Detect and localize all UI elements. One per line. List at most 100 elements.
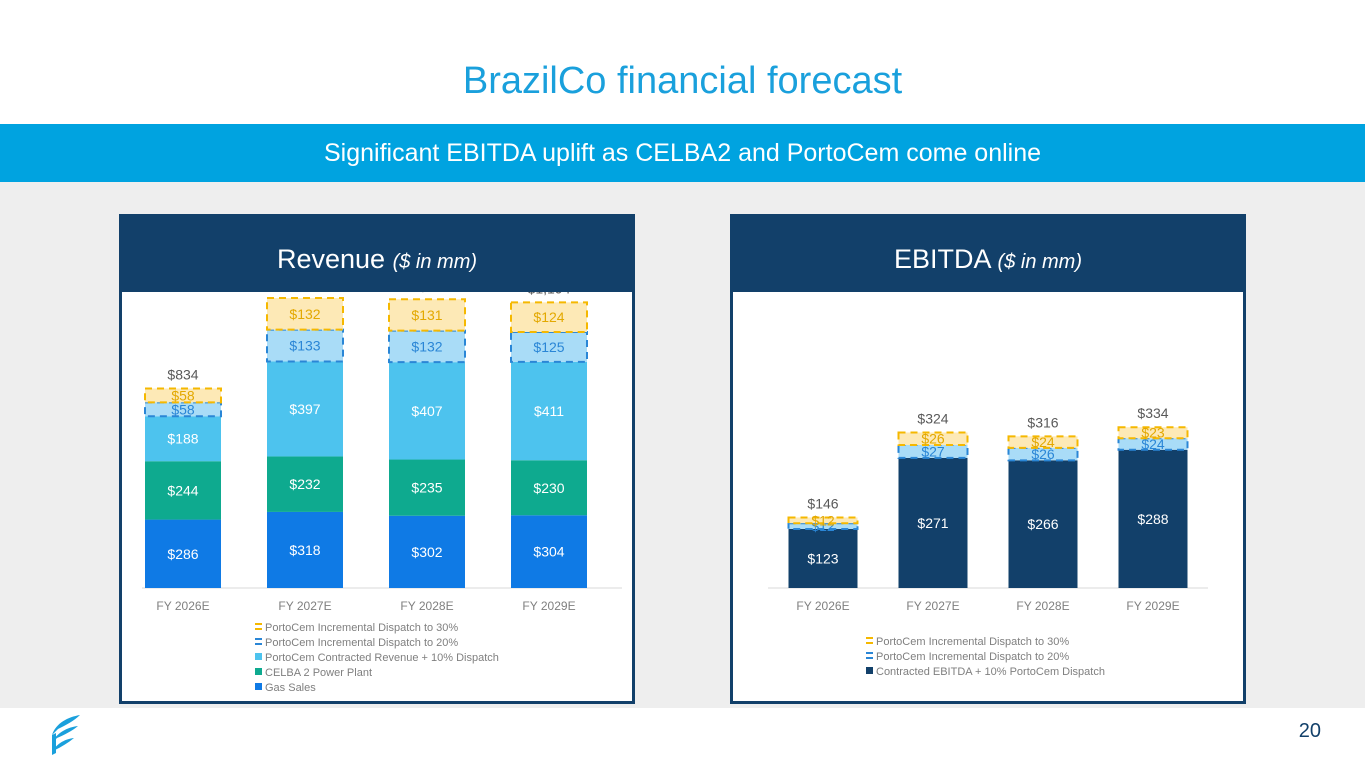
total-label-fy-2028e: $1,208 [406,292,449,293]
total-label-fy-2028e: $316 [1027,414,1058,430]
ebitda-unit: ($ in mm) [997,251,1082,273]
data-label-contracted-ebitda-10-portocem-dispatch-fy-2028e: $266 [1027,516,1058,532]
page-number: 20 [1298,720,1321,742]
data-label-portocem-incremental-dispatch-to-20-fy-2027e: $27 [921,443,945,459]
revenue-panel: Revenue ($ in mm) $286 $244 $188 $58 $58 $834… [119,214,635,704]
data-label-celba-2-power-plant-fy-2026e: $244 [167,482,198,498]
data-label-gas-sales-fy-2027e: $318 [289,542,320,558]
bar-gas-sales-fy-2026e [145,519,221,588]
bar-portocem-contracted-revenue-10-dispatch-fy-2028e [389,362,465,460]
legend-swatch-portocem-incremental-dispatch-to-20 [255,638,262,640]
x-tick-label-fy-2026e: FY 2026E [156,599,209,613]
bar-portocem-incremental-dispatch-to-20-fy-2028e [388,329,466,364]
legend-swatch-contracted-ebitda-10-portocem-dispatch [866,667,873,674]
legend-label-portocem-incremental-dispatch-to-20: PortoCem Incremental Dispatch to 20% [265,637,458,649]
revenue-panel-header: Revenue ($ in mm) [122,217,632,292]
total-label-fy-2029e: $1,194 [528,292,571,296]
bar-contracted-ebitda-10-portocem-dispatch-fy-2028e [1008,460,1078,588]
bar-portocem-incremental-dispatch-to-30-fy-2027e [897,431,969,446]
bar-portocem-incremental-dispatch-to-30-fy-2029e [510,301,588,334]
legend-swatch-portocem-incremental-dispatch-to-20-b [255,643,262,645]
legend-swatch-portocem-incremental-dispatch-to-30-b [255,628,262,630]
data-label-celba-2-power-plant-fy-2027e: $232 [289,476,320,492]
bar-gas-sales-fy-2028e [389,515,465,588]
x-tick-label-fy-2029e: FY 2029E [1126,599,1179,613]
x-tick-label-fy-2028e: FY 2028E [1016,599,1069,613]
ebitda-panel-header: EBITDA ($ in mm) [733,217,1243,292]
legend-swatch-portocem-contracted-revenue-10-dispatch [255,653,262,660]
x-tick-label-fy-2028e: FY 2028E [400,599,453,613]
bar-contracted-ebitda-10-portocem-dispatch-fy-2026e [788,528,858,588]
legend-label-portocem-incremental-dispatch-to-30: PortoCem Incremental Dispatch to 30% [265,622,458,634]
data-label-portocem-contracted-revenue-10-dispatch-fy-2028e: $407 [411,403,442,419]
data-label-portocem-incremental-dispatch-to-20-fy-2027e: $133 [289,338,320,354]
data-label-portocem-incremental-dispatch-to-20-fy-2028e: $132 [411,338,442,354]
legend-swatch-celba-2-power-plant [255,668,262,675]
data-label-portocem-contracted-revenue-10-dispatch-fy-2029e: $411 [534,403,564,419]
total-label-fy-2026e: $146 [807,495,838,511]
subtitle-banner: Significant EBITDA uplift as CELBA2 and … [0,124,1365,182]
bar-celba-2-power-plant-fy-2026e [145,461,221,520]
data-label-contracted-ebitda-10-portocem-dispatch-fy-2029e: $288 [1137,511,1168,527]
page-title: BrazilCo financial forecast [462,60,903,102]
data-label-portocem-incremental-dispatch-to-20-fy-2029e: $125 [533,339,564,355]
legend-swatch-portocem-incremental-dispatch-to-30 [866,637,873,639]
bar-contracted-ebitda-10-portocem-dispatch-fy-2027e [898,457,968,588]
revenue-unit: ($ in mm) [392,251,478,273]
company-logo-icon [52,715,80,755]
legend-swatch-portocem-incremental-dispatch-to-20 [866,652,873,654]
x-tick-label-fy-2027e: FY 2027E [278,599,331,613]
bar-portocem-incremental-dispatch-to-20-fy-2027e [266,328,344,363]
bar-portocem-incremental-dispatch-to-20-fy-2026e [787,522,859,530]
data-label-portocem-incremental-dispatch-to-30-fy-2027e: $26 [921,431,945,447]
ebitda-title: EBITDA [894,244,991,274]
data-label-portocem-contracted-revenue-10-dispatch-fy-2027e: $397 [289,401,320,417]
legend-label-portocem-contracted-revenue-10-dispatch: PortoCem Contracted Revenue + 10% Dispat… [265,652,499,664]
bar-gas-sales-fy-2029e [511,515,587,588]
legend-label-gas-sales: Gas Sales [265,682,316,694]
bar-portocem-incremental-dispatch-to-30-fy-2029e [1117,426,1189,440]
bar-celba-2-power-plant-fy-2028e [389,459,465,516]
data-label-contracted-ebitda-10-portocem-dispatch-fy-2026e: $123 [807,550,838,566]
data-label-portocem-incremental-dispatch-to-20-fy-2029e: $24 [1141,436,1165,452]
data-label-portocem-incremental-dispatch-to-30-fy-2028e: $131 [411,307,442,323]
bar-celba-2-power-plant-fy-2029e [511,460,587,516]
bar-portocem-contracted-revenue-10-dispatch-fy-2029e [511,361,587,461]
data-label-portocem-incremental-dispatch-to-30-fy-2028e: $24 [1031,434,1055,450]
legend-label-celba-2-power-plant: CELBA 2 Power Plant [265,667,372,679]
bar-portocem-contracted-revenue-10-dispatch-fy-2027e [267,361,343,457]
data-label-portocem-incremental-dispatch-to-30-fy-2029e: $23 [1141,425,1165,441]
legend-swatch-portocem-incremental-dispatch-to-30 [255,623,262,625]
ebitda-panel: EBITDA ($ in mm) $123 $12 $12 $146 FY 2026E $… [730,214,1246,704]
revenue-title: Revenue [276,244,386,274]
legend-swatch-gas-sales [255,683,262,690]
data-label-gas-sales-fy-2029e: $304 [533,544,564,560]
data-label-contracted-ebitda-10-portocem-dispatch-fy-2027e: $271 [917,515,948,531]
data-label-portocem-contracted-revenue-10-dispatch-fy-2026e: $188 [167,431,198,447]
x-tick-label-fy-2029e: FY 2029E [522,599,575,613]
data-label-gas-sales-fy-2028e: $302 [411,544,442,560]
legend-swatch-portocem-incremental-dispatch-to-20-b [866,657,873,659]
bar-portocem-incremental-dispatch-to-30-fy-2028e [1007,435,1079,449]
bar-contracted-ebitda-10-portocem-dispatch-fy-2029e [1118,449,1188,588]
data-label-portocem-incremental-dispatch-to-30-fy-2029e: $124 [533,309,564,325]
total-label-fy-2029e: $334 [1137,405,1168,421]
total-label-fy-2026e: $834 [167,366,198,382]
bar-portocem-contracted-revenue-10-dispatch-fy-2026e [145,416,221,462]
legend-swatch-portocem-incremental-dispatch-to-30-b [866,642,873,644]
bar-portocem-incremental-dispatch-to-20-fy-2029e [1117,437,1189,451]
bar-portocem-incremental-dispatch-to-30-fy-2027e [266,297,344,331]
legend-label-portocem-incremental-dispatch-to-20: PortoCem Incremental Dispatch to 20% [876,651,1069,663]
bar-portocem-incremental-dispatch-to-20-fy-2026e [144,401,222,418]
data-label-celba-2-power-plant-fy-2028e: $235 [411,480,442,496]
revenue-chart: $286 $244 $188 $58$58 $834 FY 2026E $318 $232 $3… [142,292,622,694]
x-tick-label-fy-2026e: FY 2026E [796,599,849,613]
data-label-portocem-incremental-dispatch-to-30-fy-2026e: $12 [811,512,835,528]
bar-portocem-incremental-dispatch-to-30-fy-2028e [388,298,466,332]
data-label-celba-2-power-plant-fy-2029e: $230 [533,480,564,496]
x-tick-label-fy-2027e: FY 2027E [906,599,959,613]
legend-label-portocem-incremental-dispatch-to-30: PortoCem Incremental Dispatch to 30% [876,636,1069,648]
bar-gas-sales-fy-2027e [267,511,343,588]
total-label-fy-2027e: $324 [917,410,948,426]
